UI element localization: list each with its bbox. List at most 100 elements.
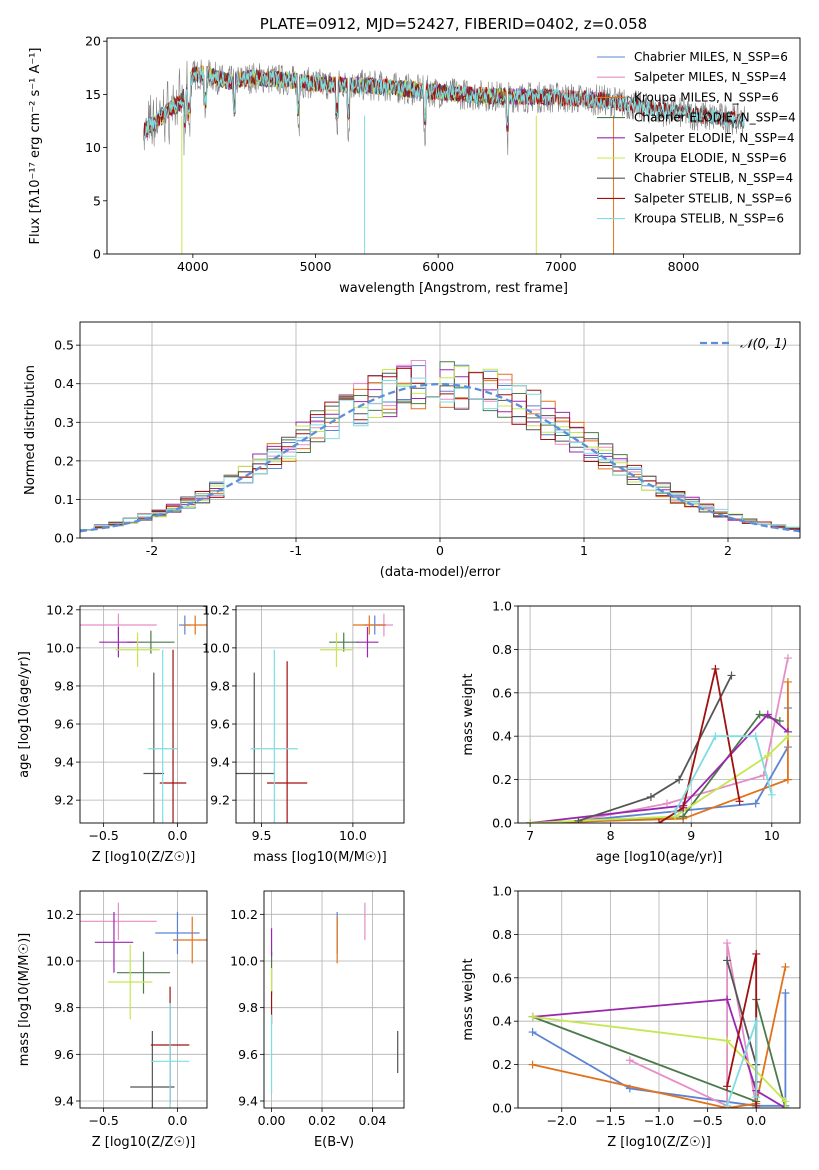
y-tick-label: 10.2 <box>202 602 230 617</box>
x-tick-label: −0.5 <box>88 828 118 843</box>
legend-label: Chabrier MILES, N_SSP=6 <box>634 50 788 64</box>
mass-weight-line <box>529 713 789 823</box>
mass-weight-marker <box>646 792 655 801</box>
x-axis-label: (data-model)/error <box>380 565 501 580</box>
y-tick-label: 15 <box>85 87 101 102</box>
x-tick-label: −0.5 <box>88 1113 118 1128</box>
mass-weight-marker <box>528 1028 537 1037</box>
x-axis-label: age [log10(age/yr)] <box>596 850 723 865</box>
y-tick-label: 0.8 <box>492 927 512 942</box>
mass-weight-marker <box>763 710 772 719</box>
y-tick-label: 10.2 <box>46 907 74 922</box>
mass-weight-marker <box>735 797 744 806</box>
mass-weight-marker <box>781 962 790 971</box>
mass-weight-marker <box>723 1101 732 1108</box>
y-tick-label: 0.3 <box>54 415 74 430</box>
y-tick-label: 9.2 <box>54 793 74 808</box>
y-tick-label: 20 <box>85 34 101 49</box>
mass-weight-marker <box>528 1060 537 1069</box>
y-tick-label: 9.8 <box>54 1000 74 1015</box>
y-tick-label: 9.6 <box>54 717 74 732</box>
x-axis-label: wavelength [Angstrom, rest frame] <box>339 281 568 296</box>
mass-weight-marker <box>727 671 736 680</box>
x-tick-label: 8000 <box>668 259 700 274</box>
axes-frame <box>235 605 405 824</box>
y-tick-label: 0.6 <box>492 685 512 700</box>
age-vs-mass-panel: 9.5 10.0 9.2 9.4 9.6 9.8 10.0 10.2 mass [log10(M… <box>202 602 405 865</box>
x-tick-label: 5000 <box>300 259 332 274</box>
ticks: −0.5 0.0 9.4 9.6 9.8 10.0 10.2 <box>46 907 187 1128</box>
y-tick-label: 10.0 <box>46 954 74 969</box>
y-tick-label: 0.6 <box>492 970 512 985</box>
y-tick-label: 0.1 <box>54 492 74 507</box>
x-tick-label: 0.0 <box>746 1113 766 1128</box>
y-tick-label: 10.2 <box>230 907 258 922</box>
mass-weight-marker <box>783 677 792 686</box>
axes-frame <box>517 605 801 824</box>
mass-weight-marker <box>671 808 680 817</box>
mass-weight-line <box>629 942 758 1108</box>
plot-area <box>236 613 394 823</box>
x-tick-label: 1 <box>580 543 588 558</box>
y-tick-label: 0.0 <box>492 816 512 831</box>
axes-frame <box>79 605 208 824</box>
mass-weight-marker <box>755 710 764 719</box>
axes-frame-group <box>263 890 405 1109</box>
y-tick-label: 9.6 <box>238 1047 258 1062</box>
grid <box>236 606 404 823</box>
x-tick-label: -1 <box>290 543 302 558</box>
ticks: 7 8 9 10 0.0 0.2 0.4 0.6 0.8 1.0 <box>492 599 780 844</box>
y-tick-label: 0 <box>93 247 101 262</box>
x-tick-label: 0.0 <box>168 1113 188 1128</box>
y-tick-label: 0.4 <box>54 376 74 391</box>
mass-weight-marker <box>528 1012 537 1021</box>
x-tick-label: 0.00 <box>258 1113 286 1128</box>
x-tick-label: 7 <box>526 828 534 843</box>
legend-label: Chabrier ELODIE, N_SSP=4 <box>634 111 796 125</box>
ticks: −2.0 −1.5 −1.0 −0.5 0.0 0.0 0.2 0.4 0.6 0.8 1.0 <box>492 884 766 1129</box>
mass-weight-line <box>658 668 741 823</box>
residual-histogram-panel: -2 -1 0 1 2 0.0 0.1 0.2 0.3 0.4 0.5 (data-model)/er… <box>23 321 801 580</box>
mass-weight-marker <box>752 1017 761 1026</box>
mass-weight-vs-metallicity-panel: −2.0 −1.5 −1.0 −0.5 0.0 0.0 0.2 0.4 0.6 0.8 1.0 Z [… <box>461 884 801 1150</box>
legend-label: Chabrier STELIB, N_SSP=4 <box>634 171 793 185</box>
mass-weight-line <box>674 735 773 813</box>
mass-weight-marker <box>625 1056 634 1065</box>
y-tick-label: 0.2 <box>492 772 512 787</box>
mass-weight-marker <box>752 949 761 958</box>
y-tick-label: 0.8 <box>492 642 512 657</box>
y-axis-label: Normed distribution <box>23 365 38 495</box>
plot-area <box>80 360 800 533</box>
mass-vs-extinction-panel: 0.00 0.02 0.04 9.4 9.6 9.8 10.0 10.2 E(B-V) <box>230 890 405 1150</box>
mass-weight-marker <box>723 1082 732 1091</box>
x-tick-label: 9.5 <box>252 828 272 843</box>
x-axis-label: Z [log10(Z/Z☉)] <box>607 1135 711 1150</box>
age-vs-metallicity-panel: −0.5 0.0 9.2 9.4 9.6 9.8 10.0 10.2 Z [log10(Z/Z☉… <box>17 602 208 865</box>
plot-area <box>526 654 792 823</box>
normal-curve <box>80 382 800 533</box>
x-axis-label: mass [log10(M/M☉)] <box>253 850 386 865</box>
mass-weight-line <box>532 966 787 1108</box>
mass-weight-marker <box>783 775 792 784</box>
mass-weight-marker <box>783 654 792 663</box>
plot-area <box>80 902 207 1108</box>
axes-frame-group <box>79 890 208 1109</box>
x-tick-label: 7000 <box>545 259 577 274</box>
mass-weight-marker <box>711 664 720 673</box>
x-tick-label: 6000 <box>422 259 454 274</box>
mass-vs-metallicity-panel: −0.5 0.0 9.4 9.6 9.8 10.0 10.2 Z [log10(Z/Z☉)] m… <box>17 890 208 1150</box>
mass-weight-line <box>530 735 789 823</box>
y-axis-label: Flux [fλ10⁻¹⁷ erg cm⁻² s⁻¹ A⁻¹] <box>28 48 43 245</box>
axes-frame-group <box>106 37 801 255</box>
y-tick-label: 0.0 <box>492 1101 512 1116</box>
y-tick-label: 9.4 <box>210 755 230 770</box>
mass-weight-marker <box>775 717 784 726</box>
x-tick-label: 10 <box>764 828 780 843</box>
x-tick-label: 9 <box>687 828 695 843</box>
axes-frame-group <box>79 605 208 824</box>
plot-area <box>528 939 790 1108</box>
legend-label: Salpeter ELODIE, N_SSP=4 <box>634 131 795 145</box>
mass-weight-marker <box>723 956 732 965</box>
mass-weight-marker <box>767 790 776 799</box>
x-tick-label: 2 <box>724 543 732 558</box>
